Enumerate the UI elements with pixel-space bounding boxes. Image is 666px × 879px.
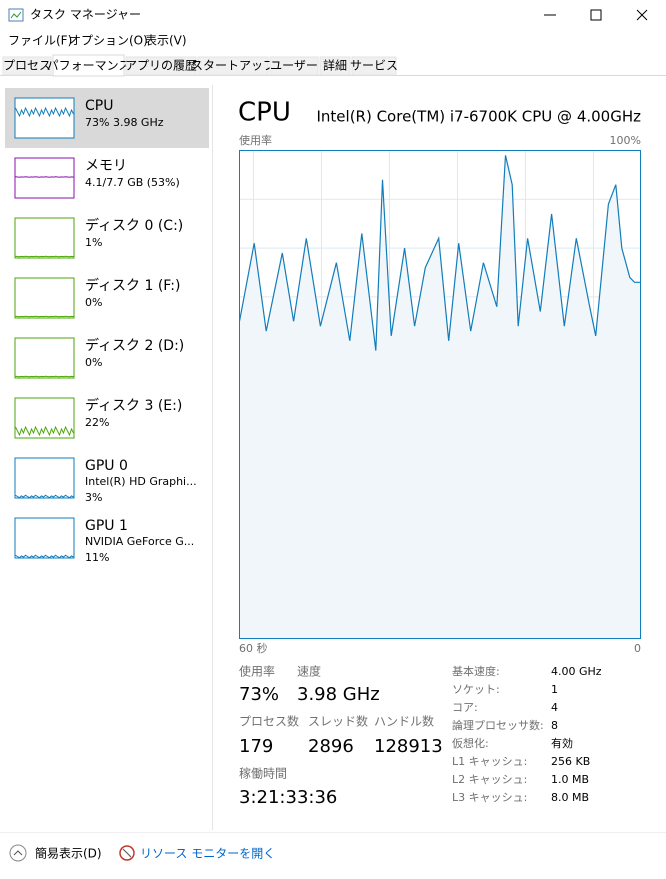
processor-name: Intel(R) Core(TM) i7-6700K CPU @ 4.00GHz (316, 108, 641, 126)
resource-monitor-link[interactable]: リソース モニターを開く (140, 847, 275, 861)
spec-label: L2 キャッシュ: (452, 773, 527, 786)
cpu-usage-line (238, 155, 641, 351)
sidebar-name[interactable]: CPU (85, 98, 113, 114)
resource-monitor-icon-line (122, 848, 132, 858)
fewer-details[interactable]: 簡易表示(D) (35, 846, 102, 861)
graph-border (239, 150, 641, 639)
sidebar-name[interactable]: ディスク 1 (F:) (85, 277, 180, 294)
sidebar-thumbnail[interactable] (14, 277, 75, 319)
tab[interactable]: 詳細 (323, 58, 347, 73)
stat-label: 使用率 (239, 664, 275, 679)
stat-label: ハンドル数 (374, 714, 434, 729)
spec-label: ソケット: (452, 683, 500, 696)
spec-label: 論理プロセッサ数: (452, 718, 544, 732)
sidebar-thumbnail[interactable] (14, 97, 75, 139)
chevron (13, 850, 23, 856)
spec-value: 4.00 GHz (551, 665, 602, 678)
spec-value: 256 KB (551, 755, 590, 768)
app-icon (8, 8, 24, 22)
stat-label: 速度 (297, 664, 321, 679)
resource-monitor-icon[interactable] (119, 845, 135, 861)
spec-value: 有効 (551, 736, 573, 750)
graph-area (239, 155, 641, 639)
tab-bg (319, 56, 351, 76)
stat-label: プロセス数 (239, 714, 299, 729)
stat-value: 3.98 GHz (297, 684, 380, 705)
tab-active-bg (52, 54, 125, 77)
tab[interactable]: プロセス (3, 59, 51, 73)
spec-label: 仮想化: (452, 736, 489, 750)
tab-bg (125, 56, 197, 76)
sidebar-thumbnail[interactable] (14, 217, 75, 259)
tab-bg (269, 56, 319, 76)
sidebar-name[interactable]: ディスク 0 (C:) (85, 217, 183, 234)
thumbnail-line (15, 554, 74, 559)
spec-label: L1 キャッシュ: (452, 755, 527, 768)
tab-bg (197, 56, 269, 76)
tab-bg (2, 56, 52, 76)
tab[interactable]: パフォーマンス (47, 59, 131, 73)
spec-value: 1.0 MB (551, 773, 589, 786)
spec-label: 基本速度: (452, 664, 500, 678)
stat-value: 2896 (308, 736, 354, 757)
sidebar-name[interactable]: ディスク 2 (D:) (85, 337, 184, 354)
main-title: CPU (238, 98, 291, 128)
sidebar-detail: 73% 3.98 GHz (85, 116, 164, 129)
sidebar-thumbnail[interactable] (14, 457, 75, 499)
thumbnail-line (15, 494, 74, 499)
sidebar-detail: 0% (85, 296, 102, 309)
sidebar-detail: 4.1/7.7 GB (53%) (85, 176, 180, 189)
sidebar-detail: 11% (85, 551, 109, 564)
sidebar-name[interactable]: GPU 0 (85, 458, 128, 474)
menu-item[interactable]: ファイル(F) (8, 34, 72, 48)
app-icon-line (10, 11, 22, 19)
spec-value: 8.0 MB (551, 791, 589, 804)
spec-value: 4 (551, 701, 558, 714)
sidebar-thumbnail[interactable] (14, 157, 75, 199)
menu-item[interactable]: 表示(V) (145, 34, 187, 48)
stat-label: 稼働時間 (239, 766, 287, 781)
stat-value: 73% (239, 684, 279, 705)
stat-value: 3:21:33:36 (239, 787, 337, 808)
tab[interactable]: サービス (350, 59, 398, 73)
graph-y-label: 使用率 (239, 133, 272, 147)
spec-label: L3 キャッシュ: (452, 791, 527, 804)
tab[interactable]: スタートアップ (191, 59, 275, 73)
thumbnail-line (15, 106, 74, 118)
close-button[interactable] (636, 9, 648, 21)
sidebar-name[interactable]: メモリ (85, 158, 127, 174)
tab[interactable]: アプリの履歴 (125, 59, 197, 73)
stat-label: スレッド数 (308, 714, 368, 729)
fewer-details-icon[interactable] (9, 844, 27, 862)
sidebar-detail: 1% (85, 236, 102, 249)
tab-bg (351, 56, 397, 76)
sidebar-name[interactable]: GPU 1 (85, 518, 128, 534)
sidebar-detail: Intel(R) HD Graphi... (85, 475, 197, 488)
sidebar-thumbnail[interactable] (14, 517, 75, 559)
window-title: タスク マネージャー (30, 8, 141, 22)
spec-value: 8 (551, 719, 558, 732)
tab[interactable]: ユーザー (270, 59, 318, 73)
sidebar-detail: 22% (85, 416, 109, 429)
sidebar-name[interactable]: ディスク 3 (E:) (85, 397, 182, 414)
sidebar-thumbnail[interactable] (14, 337, 75, 379)
spec-value: 1 (551, 683, 558, 696)
menu-item[interactable]: オプション(O) (69, 34, 148, 48)
sidebar-detail: 3% (85, 491, 102, 504)
maximize-button[interactable] (590, 9, 602, 21)
spec-label: コア: (452, 701, 478, 714)
sidebar-detail: 0% (85, 356, 102, 369)
thumbnail-line (15, 425, 74, 437)
sidebar-detail: NVIDIA GeForce G... (85, 535, 194, 548)
stat-value: 179 (239, 736, 273, 757)
graph-max-label: 100% (610, 134, 641, 147)
graph-right-label: 0 (634, 642, 641, 655)
graph-left-label: 60 秒 (239, 641, 268, 655)
stat-value: 128913 (374, 736, 443, 757)
